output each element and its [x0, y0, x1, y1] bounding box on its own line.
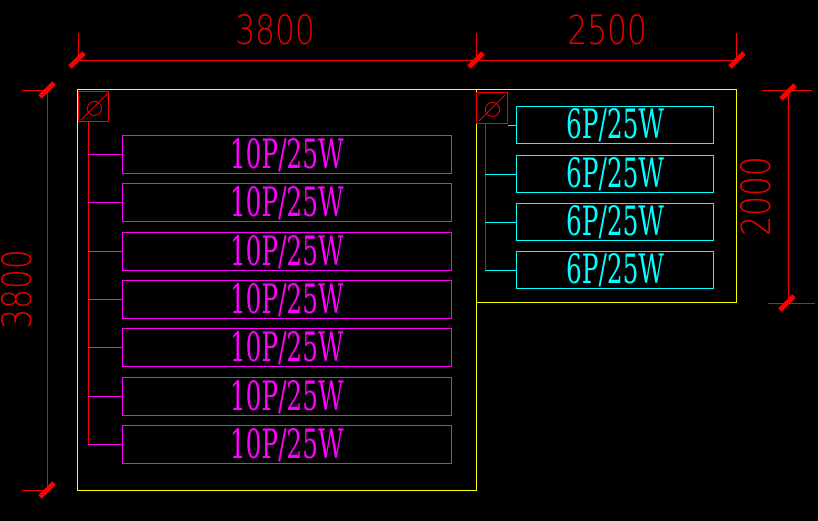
branch-wire: [508, 125, 516, 126]
dimension-line-right: [788, 92, 789, 303]
fixture-6p25w: 6P/25W: [516, 199, 714, 245]
extension-line: [476, 33, 477, 60]
symbol-circle: [485, 102, 500, 117]
right-room-outline: [476, 89, 737, 303]
wiring-bus-right: [485, 124, 486, 270]
dimension-line-left: [47, 90, 48, 490]
extension-line: [22, 90, 50, 91]
branch-wire: [88, 154, 122, 155]
circle-slash-luminaire-icon: [78, 91, 109, 122]
symbol-slash: [80, 93, 108, 121]
extension-line: [768, 303, 815, 304]
branch-wire: [485, 270, 516, 271]
fixture-6p25w: 6P/25W: [516, 102, 714, 148]
fixture-label: 6P/25W: [566, 151, 664, 197]
fixture-6p25w: 6P/25W: [516, 151, 714, 197]
extension-line: [736, 33, 737, 60]
branch-wire: [88, 299, 122, 300]
fixture-label: 6P/25W: [566, 102, 664, 148]
wiring-bus-left: [88, 122, 89, 444]
fixture-10p25w: 10P/25W: [122, 228, 452, 275]
fixture-label: 10P/25W: [230, 421, 344, 468]
fixture-label: 10P/25W: [230, 373, 344, 420]
fixture-label: 10P/25W: [230, 276, 344, 323]
fixture-label: 6P/25W: [566, 199, 664, 245]
branch-wire: [88, 251, 122, 252]
extension-line: [22, 490, 50, 491]
branch-wire: [88, 444, 122, 445]
fixture-label: 10P/25W: [230, 131, 344, 178]
dimension-value-right: 2000: [734, 156, 780, 236]
fixture-10p25w: 10P/25W: [122, 421, 452, 468]
fixture-label: 6P/25W: [566, 247, 664, 293]
branch-wire: [485, 174, 516, 175]
dimension-value-top-right: 2500: [567, 8, 647, 54]
branch-wire: [88, 396, 122, 397]
extension-line: [78, 33, 79, 60]
branch-wire: [88, 202, 122, 203]
fixture-6p25w: 6P/25W: [516, 247, 714, 293]
fixture-10p25w: 10P/25W: [122, 324, 452, 371]
fixture-label: 10P/25W: [230, 179, 344, 226]
fixture-10p25w: 10P/25W: [122, 373, 452, 420]
dimension-value-left: 3800: [0, 249, 41, 329]
dimension-line-top: [77, 60, 737, 61]
fixture-label: 10P/25W: [230, 324, 344, 371]
fixture-10p25w: 10P/25W: [122, 276, 452, 323]
fixture-10p25w: 10P/25W: [122, 131, 452, 178]
symbol-slash: [478, 94, 506, 122]
fixture-label: 10P/25W: [230, 228, 344, 275]
dimension-value-top-left: 3800: [235, 8, 315, 54]
branch-wire: [485, 222, 516, 223]
branch-wire: [88, 347, 122, 348]
fixture-10p25w: 10P/25W: [122, 179, 452, 226]
circle-slash-luminaire-icon: [476, 92, 508, 124]
symbol-circle: [87, 101, 102, 116]
